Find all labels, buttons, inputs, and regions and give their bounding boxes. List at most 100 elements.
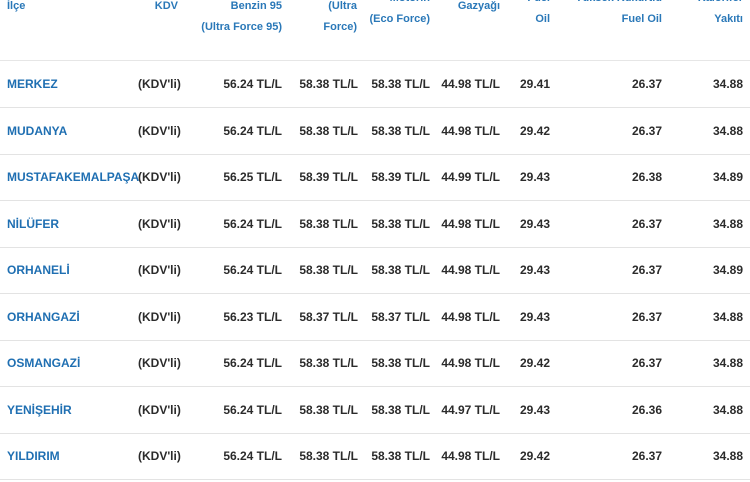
cell-kdv: (KDV'li) xyxy=(138,356,181,370)
cell-yuksek: 26.38 xyxy=(631,170,662,184)
cell-gazyagi: 44.98 TL/L xyxy=(441,263,500,277)
cell-district[interactable]: MUDANYA xyxy=(7,123,68,138)
table-row: MERKEZ (KDV'li) 56.24 TL/L 58.38 TL/L 58.38 … xyxy=(0,61,750,108)
cell-ultra: 58.38 TL/L xyxy=(299,263,358,277)
table-row: MUDANYA (KDV'li) 56.24 TL/L 58.38 TL/L 58.38… xyxy=(0,108,750,155)
cell-motorin: 58.38 TL/L xyxy=(371,123,430,138)
cell-yuksek: 26.37 xyxy=(631,216,662,231)
cell-kalorifer: 34.88 xyxy=(712,123,743,138)
cell-fuel: 29.43 xyxy=(519,216,550,231)
cell-benzin: 56.24 TL/L xyxy=(223,263,282,277)
table-row: MUSTAFAKEMALPAŞA (KDV'li) 56.25 TL/L 58.39 … xyxy=(0,154,750,201)
cell-benzin: 56.24 TL/L xyxy=(223,449,282,463)
cell-benzin: 56.24 TL/L xyxy=(223,402,282,417)
cell-gazyagi: 44.98 TL/L xyxy=(441,356,500,370)
cell-motorin: 58.38 TL/L xyxy=(371,449,430,463)
cell-gazyagi: 44.99 TL/L xyxy=(441,170,500,184)
cell-gazyagi: 44.98 TL/L xyxy=(441,309,500,324)
cell-fuel: 29.42 xyxy=(519,356,550,370)
cell-fuel: 29.41 xyxy=(519,77,550,91)
cell-kdv: (KDV'li) xyxy=(138,123,181,138)
cell-yuksek: 26.37 xyxy=(631,356,662,370)
header-divider xyxy=(0,60,750,61)
cell-fuel: 29.42 xyxy=(519,449,550,463)
cell-kalorifer: 34.88 xyxy=(712,309,743,324)
table-header: İlçe KDV Benzin 95 (Ultra Force 95) (Ult… xyxy=(0,0,750,48)
cell-district[interactable]: NİLÜFER xyxy=(7,216,59,231)
cell-ultra: 58.38 TL/L xyxy=(299,402,358,417)
header-benzin[interactable]: Benzin 95 (Ultra Force 95) xyxy=(201,0,282,33)
cell-district[interactable]: YENİŞEHİR xyxy=(7,402,72,417)
cell-motorin: 58.38 TL/L xyxy=(371,263,430,277)
cell-district[interactable]: ORHANELİ xyxy=(7,263,70,277)
header-ilce[interactable]: İlçe xyxy=(7,0,26,12)
header-motorin[interactable]: Motorin (Eco Force) xyxy=(369,0,430,25)
cell-yuksek: 26.37 xyxy=(631,123,662,138)
cell-benzin: 56.24 TL/L xyxy=(223,216,282,231)
cell-kalorifer: 34.88 xyxy=(712,449,743,463)
cell-fuel: 29.43 xyxy=(519,402,550,417)
header-kalorifer[interactable]: Kalorifer Yakıtı xyxy=(698,0,743,25)
cell-gazyagi: 44.98 TL/L xyxy=(441,449,500,463)
cell-fuel: 29.43 xyxy=(519,170,550,184)
cell-motorin: 58.38 TL/L xyxy=(371,77,430,91)
cell-kdv: (KDV'li) xyxy=(138,449,181,463)
header-fuel-oil[interactable]: Fuel Oil xyxy=(527,0,550,25)
header-kdv[interactable]: KDV xyxy=(154,0,178,12)
cell-ultra: 58.37 TL/L xyxy=(299,309,358,324)
cell-kalorifer: 34.88 xyxy=(712,216,743,231)
cell-ultra: 58.38 TL/L xyxy=(299,449,358,463)
cell-kdv: (KDV'li) xyxy=(138,77,181,91)
table-row: YENİŞEHİR (KDV'li) 56.24 TL/L 58.38 TL/L 58.… xyxy=(0,387,750,434)
cell-ultra: 58.38 TL/L xyxy=(299,77,358,91)
cell-kdv: (KDV'li) xyxy=(138,309,181,324)
table-row: ORHANGAZİ (KDV'li) 56.23 TL/L 58.37 TL/L 58.… xyxy=(0,294,750,341)
header-ultra-force[interactable]: (Ultra Force) xyxy=(323,0,357,33)
cell-motorin: 58.38 TL/L xyxy=(371,356,430,370)
cell-district[interactable]: MERKEZ xyxy=(7,77,58,91)
cell-fuel: 29.42 xyxy=(519,123,550,138)
cell-kdv: (KDV'li) xyxy=(138,216,181,231)
cell-fuel: 29.43 xyxy=(519,263,550,277)
cell-benzin: 56.23 TL/L xyxy=(223,309,282,324)
header-gazyagi[interactable]: Gazyağı xyxy=(457,0,500,12)
cell-yuksek: 26.36 xyxy=(631,402,662,417)
cell-fuel: 29.43 xyxy=(519,309,550,324)
table-row: ORHANELİ (KDV'li) 56.24 TL/L 58.38 TL/L 58.3… xyxy=(0,247,750,294)
cell-kdv: (KDV'li) xyxy=(138,170,181,184)
cell-benzin: 56.24 TL/L xyxy=(223,123,282,138)
cell-ultra: 58.39 TL/L xyxy=(299,170,358,184)
cell-gazyagi: 44.98 TL/L xyxy=(441,123,500,138)
cell-motorin: 58.37 TL/L xyxy=(371,309,430,324)
cell-yuksek: 26.37 xyxy=(631,449,662,463)
cell-gazyagi: 44.98 TL/L xyxy=(441,77,500,91)
cell-motorin: 58.38 TL/L xyxy=(371,402,430,417)
cell-ultra: 58.38 TL/L xyxy=(299,216,358,231)
header-yuksek-kukurtlu[interactable]: Yüksek Kükürtlü Fuel Oil xyxy=(575,0,662,25)
table-row: OSMANGAZİ (KDV'li) 56.24 TL/L 58.38 TL/L 58.… xyxy=(0,340,750,387)
cell-district[interactable]: ORHANGAZİ xyxy=(7,309,80,324)
cell-motorin: 58.38 TL/L xyxy=(371,216,430,231)
cell-benzin: 56.24 TL/L xyxy=(223,77,282,91)
cell-kalorifer: 34.89 xyxy=(712,263,743,277)
cell-gazyagi: 44.98 TL/L xyxy=(441,216,500,231)
cell-kalorifer: 34.88 xyxy=(712,77,743,91)
table-row: YILDIRIM (KDV'li) 56.24 TL/L 58.38 TL/L 58.3… xyxy=(0,433,750,480)
cell-kalorifer: 34.88 xyxy=(712,356,743,370)
cell-benzin: 56.24 TL/L xyxy=(223,356,282,370)
cell-kdv: (KDV'li) xyxy=(138,402,181,417)
cell-benzin: 56.25 TL/L xyxy=(223,170,282,184)
cell-kalorifer: 34.88 xyxy=(712,402,743,417)
cell-yuksek: 26.37 xyxy=(631,77,662,91)
cell-kalorifer: 34.89 xyxy=(712,170,743,184)
cell-district[interactable]: YILDIRIM xyxy=(7,449,60,463)
cell-district[interactable]: MUSTAFAKEMALPAŞA xyxy=(7,170,140,184)
cell-ultra: 58.38 TL/L xyxy=(299,356,358,370)
table-row: NİLÜFER (KDV'li) 56.24 TL/L 58.38 TL/L 58.38… xyxy=(0,201,750,248)
cell-district[interactable]: OSMANGAZİ xyxy=(7,356,81,370)
cell-yuksek: 26.37 xyxy=(631,263,662,277)
cell-gazyagi: 44.97 TL/L xyxy=(441,402,500,417)
cell-motorin: 58.39 TL/L xyxy=(371,170,430,184)
cell-ultra: 58.38 TL/L xyxy=(299,123,358,138)
cell-kdv: (KDV'li) xyxy=(138,263,181,277)
